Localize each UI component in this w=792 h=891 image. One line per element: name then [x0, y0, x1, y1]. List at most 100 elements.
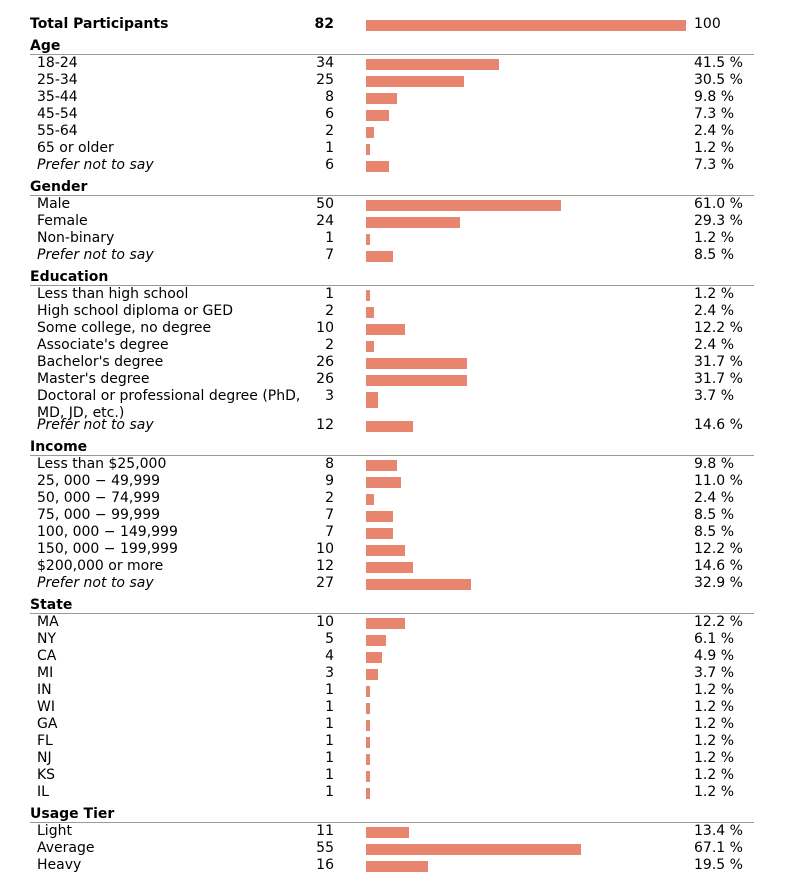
row-percent: 7.3 % [694, 106, 735, 122]
row-label: Doctoral or professional degree (PhD, MD… [37, 388, 301, 421]
row-percent: 1.2 % [694, 784, 735, 800]
row-label: Associate's degree [37, 337, 169, 353]
row-bar [366, 324, 405, 335]
row-percent: 1.2 % [694, 230, 735, 246]
row-label: NY [37, 631, 57, 647]
row-count: 24 [316, 213, 334, 229]
row-bar [366, 76, 464, 87]
row-percent: 3.7 % [694, 388, 735, 404]
row-label: Light [37, 823, 72, 839]
row-count: 8 [325, 456, 334, 472]
row-percent: 8.5 % [694, 247, 735, 263]
row-percent: 1.2 % [694, 767, 735, 783]
row-label: 50, 000 − 74,999 [37, 490, 161, 506]
section-header-state: State [30, 597, 73, 613]
row-bar [366, 234, 370, 245]
row-percent: 29.3 % [694, 213, 743, 229]
row-percent: 67.1 % [694, 840, 743, 856]
section-rule-age [30, 54, 754, 55]
section-rule-gender [30, 195, 754, 196]
row-count: 1 [325, 699, 334, 715]
row-count: 26 [316, 371, 334, 387]
section-rule-usage-tier [30, 822, 754, 823]
row-count: 10 [316, 320, 334, 336]
row-count: 3 [325, 388, 334, 404]
row-bar [366, 200, 561, 211]
row-count: 6 [325, 157, 334, 173]
row-label: IN [37, 682, 52, 698]
row-count: 1 [325, 682, 334, 698]
row-bar [366, 392, 378, 408]
total-participants-bar [366, 20, 686, 31]
row-percent: 4.9 % [694, 648, 735, 664]
row-count: 7 [325, 247, 334, 263]
total-participants-count: 82 [314, 16, 334, 32]
row-label: Less than $25,000 [37, 456, 167, 472]
section-rule-education [30, 285, 754, 286]
row-bar [366, 511, 393, 522]
row-label: MA [37, 614, 59, 630]
row-count: 55 [316, 840, 334, 856]
row-bar [366, 562, 413, 573]
row-bar [366, 251, 393, 262]
row-percent: 1.2 % [694, 699, 735, 715]
row-count: 2 [325, 337, 334, 353]
row-bar [366, 93, 397, 104]
row-percent: 2.4 % [694, 123, 735, 139]
row-count: 10 [316, 614, 334, 630]
row-percent: 2.4 % [694, 337, 735, 353]
row-label: 25-34 [37, 72, 78, 88]
row-percent: 8.5 % [694, 524, 735, 540]
row-bar [366, 686, 370, 697]
row-bar [366, 110, 389, 121]
row-percent: 14.6 % [694, 417, 743, 433]
row-count: 27 [316, 575, 334, 591]
row-bar [366, 652, 382, 663]
section-header-education: Education [30, 269, 109, 285]
row-count: 1 [325, 733, 334, 749]
row-count: 5 [325, 631, 334, 647]
row-bar [366, 290, 370, 301]
row-label: NJ [37, 750, 52, 766]
row-label: FL [37, 733, 53, 749]
row-percent: 19.5 % [694, 857, 743, 873]
row-percent: 1.2 % [694, 733, 735, 749]
row-bar [366, 375, 467, 386]
row-label: Prefer not to say [37, 157, 154, 173]
section-header-income: Income [30, 439, 88, 455]
row-percent: 30.5 % [694, 72, 743, 88]
row-bar [366, 307, 374, 318]
row-count: 7 [325, 524, 334, 540]
row-count: 1 [325, 716, 334, 732]
row-count: 2 [325, 490, 334, 506]
row-count: 34 [316, 55, 334, 71]
row-count: 16 [316, 857, 334, 873]
row-percent: 1.2 % [694, 140, 735, 156]
row-count: 11 [316, 823, 334, 839]
row-count: 1 [325, 230, 334, 246]
row-percent: 1.2 % [694, 716, 735, 732]
row-bar [366, 720, 370, 731]
row-count: 1 [325, 140, 334, 156]
row-percent: 31.7 % [694, 354, 743, 370]
row-label: MI [37, 665, 54, 681]
row-bar [366, 827, 409, 838]
row-bar [366, 737, 370, 748]
row-label: 55-64 [37, 123, 78, 139]
row-bar [366, 477, 401, 488]
row-bar [366, 528, 393, 539]
row-percent: 32.9 % [694, 575, 743, 591]
row-label: 25, 000 − 49,999 [37, 473, 161, 489]
row-count: 12 [316, 417, 334, 433]
row-label: KS [37, 767, 56, 783]
row-label: 65 or older [37, 140, 114, 156]
row-label: Male [37, 196, 71, 212]
row-label: WI [37, 699, 55, 715]
row-percent: 7.3 % [694, 157, 735, 173]
row-label: Average [37, 840, 95, 856]
row-count: 9 [325, 473, 334, 489]
row-percent: 9.8 % [694, 456, 735, 472]
section-header-usage-tier: Usage Tier [30, 806, 115, 822]
row-label: Bachelor's degree [37, 354, 164, 370]
